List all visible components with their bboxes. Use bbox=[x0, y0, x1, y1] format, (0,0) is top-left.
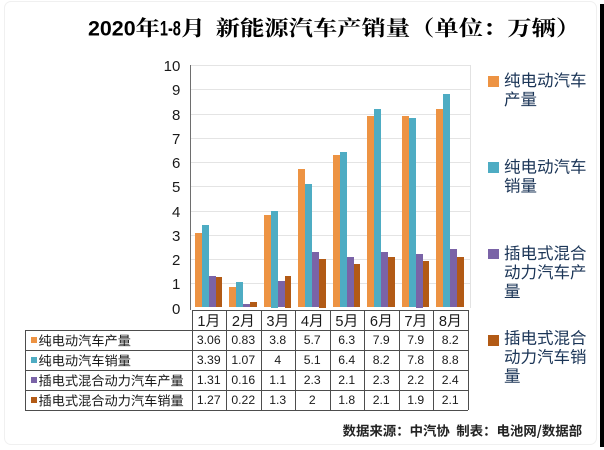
svg-text:1: 1 bbox=[197, 314, 205, 330]
svg-text:3: 3 bbox=[266, 314, 274, 330]
svg-text:7: 7 bbox=[404, 314, 412, 330]
svg-text:6: 6 bbox=[370, 314, 378, 330]
svg-text:8: 8 bbox=[439, 314, 447, 330]
svg-text:2020: 2020 bbox=[88, 17, 136, 41]
svg-text:2: 2 bbox=[232, 314, 240, 330]
svg-text:1-8: 1-8 bbox=[160, 17, 181, 41]
svg-text:5: 5 bbox=[335, 314, 343, 330]
svg-text:4: 4 bbox=[301, 314, 309, 330]
